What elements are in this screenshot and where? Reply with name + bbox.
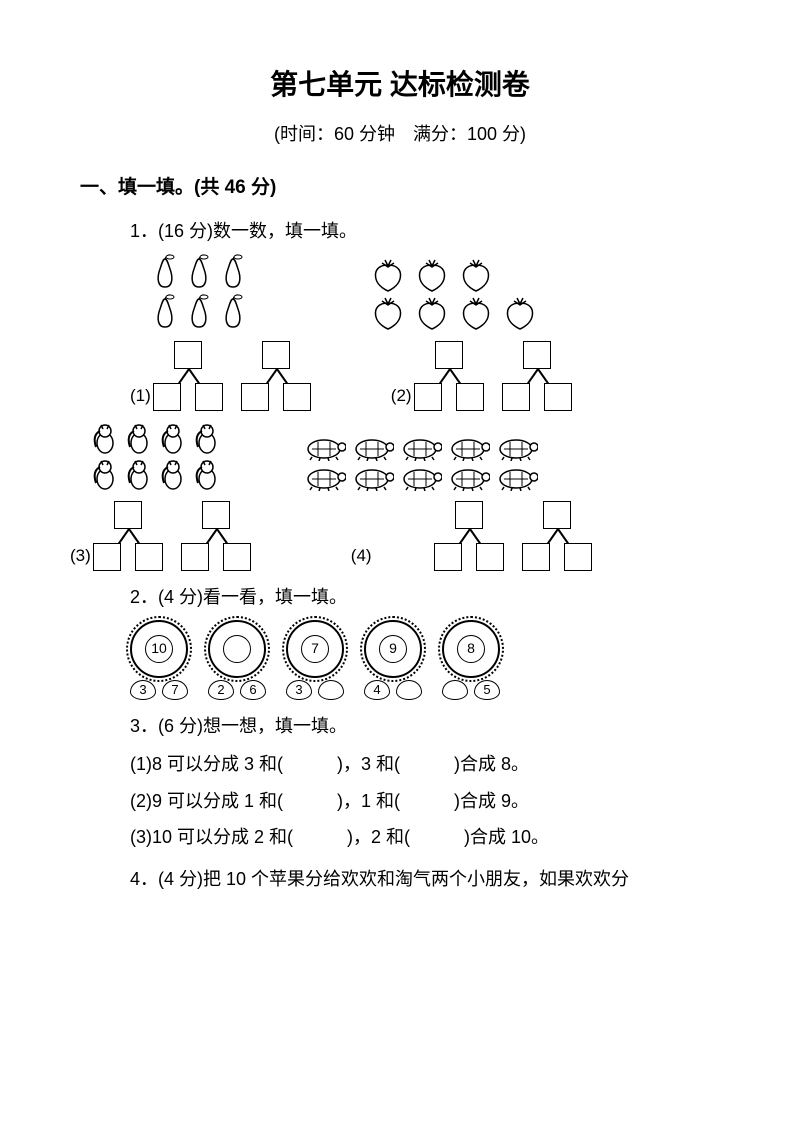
turtle-icon <box>494 433 538 461</box>
squirrel-icon <box>192 457 222 491</box>
q1-label-2: (2) <box>391 381 412 412</box>
flower-leaf-right[interactable] <box>318 680 344 700</box>
q1-label-4: (4) <box>351 541 372 572</box>
question-1: 1．(16 分)数一数，填一填。 <box>130 215 720 571</box>
pear-icon <box>150 293 180 331</box>
q3-header: 3．(6 分)想一想，填一填。 <box>130 710 720 742</box>
question-3: 3．(6 分)想一想，填一填。 (1)8 可以分成 3 和( )，3 和( )合… <box>130 710 720 854</box>
number-bond[interactable] <box>434 501 504 571</box>
pear-icon <box>218 253 248 291</box>
squirrel-icon <box>158 421 188 455</box>
pear-group <box>150 253 248 331</box>
q1-row-1-bonds: (1) (2) <box>130 341 720 411</box>
flower-item: 9 4 <box>364 620 422 700</box>
flower-leaf-right: 5 <box>474 680 500 700</box>
q1-row-1-images <box>130 253 720 331</box>
strawberry-icon <box>456 295 496 331</box>
turtle-icon <box>350 433 394 461</box>
turtle-icon <box>302 463 346 491</box>
flower-leaf-left: 2 <box>208 680 234 700</box>
flower-center[interactable] <box>223 635 251 663</box>
turtle-icon <box>446 463 490 491</box>
page-title: 第七单元 达标检测卷 <box>80 60 720 110</box>
question-4: 4．(4 分)把 10 个苹果分给欢欢和淘气两个小朋友，如果欢欢分 <box>130 863 720 895</box>
squirrel-group <box>90 421 222 491</box>
squirrel-icon <box>124 421 154 455</box>
flower-center: 9 <box>379 635 407 663</box>
strawberry-icon <box>368 257 408 293</box>
number-bond[interactable] <box>414 341 484 411</box>
flower-leaf-left[interactable] <box>442 680 468 700</box>
number-bond[interactable] <box>502 341 572 411</box>
question-2: 2．(4 分)看一看，填一填。 10 37 26 7 3 9 4 8 5 <box>130 581 720 699</box>
squirrel-icon <box>124 457 154 491</box>
flower-leaf-right[interactable]: 7 <box>162 680 188 700</box>
number-bond[interactable] <box>153 341 223 411</box>
flower-item: 8 5 <box>442 620 500 700</box>
squirrel-icon <box>90 421 120 455</box>
turtle-icon <box>302 433 346 461</box>
pear-icon <box>184 293 214 331</box>
flower-leaf-right[interactable] <box>396 680 422 700</box>
q4-header: 4．(4 分)把 10 个苹果分给欢欢和淘气两个小朋友，如果欢欢分 <box>130 863 720 895</box>
flower-item: 7 3 <box>286 620 344 700</box>
strawberry-icon <box>456 257 496 293</box>
flower-leaf-right: 6 <box>240 680 266 700</box>
turtle-icon <box>398 433 442 461</box>
q1-header: 1．(16 分)数一数，填一填。 <box>130 215 720 247</box>
turtle-icon <box>398 463 442 491</box>
turtle-icon <box>494 463 538 491</box>
q1-label-3: (3) <box>70 541 91 572</box>
squirrel-icon <box>158 457 188 491</box>
q1-row-2-images <box>90 421 720 491</box>
pear-icon <box>150 253 180 291</box>
number-bond[interactable] <box>93 501 163 571</box>
q3-line-2: (2)9 可以分成 1 和( )，1 和( )合成 9。 <box>130 785 720 817</box>
flower-leaf-left: 3 <box>286 680 312 700</box>
number-bond[interactable] <box>522 501 592 571</box>
flower-center: 8 <box>457 635 485 663</box>
flower-leaf-left[interactable]: 3 <box>130 680 156 700</box>
q2-header: 2．(4 分)看一看，填一填。 <box>130 581 720 613</box>
q3-line-1: (1)8 可以分成 3 和( )，3 和( )合成 8。 <box>130 748 720 780</box>
q3-line-3: (3)10 可以分成 2 和( )，2 和( )合成 10。 <box>130 821 720 853</box>
q1-label-1: (1) <box>130 381 151 412</box>
q1-row-2-bonds: (3) (4) <box>70 501 720 571</box>
section-1-heading: 一、填一填。(共 46 分) <box>80 171 720 205</box>
flower-leaf-left: 4 <box>364 680 390 700</box>
turtle-group <box>302 433 538 491</box>
squirrel-icon <box>90 457 120 491</box>
pear-icon <box>218 293 248 331</box>
page-subtitle: (时间：60 分钟 满分：100 分) <box>80 118 720 150</box>
number-bond[interactable] <box>241 341 311 411</box>
flower-center: 10 <box>145 635 173 663</box>
strawberry-icon <box>412 295 452 331</box>
flower-center: 7 <box>301 635 329 663</box>
strawberry-group <box>368 257 540 331</box>
strawberry-icon <box>412 257 452 293</box>
turtle-icon <box>446 433 490 461</box>
number-bond[interactable] <box>181 501 251 571</box>
flower-row: 10 37 26 7 3 9 4 8 5 <box>130 620 720 700</box>
flower-item: 26 <box>208 620 266 700</box>
strawberry-icon <box>500 295 540 331</box>
flower-item: 10 37 <box>130 620 188 700</box>
strawberry-icon <box>368 295 408 331</box>
pear-icon <box>184 253 214 291</box>
squirrel-icon <box>192 421 222 455</box>
turtle-icon <box>350 463 394 491</box>
